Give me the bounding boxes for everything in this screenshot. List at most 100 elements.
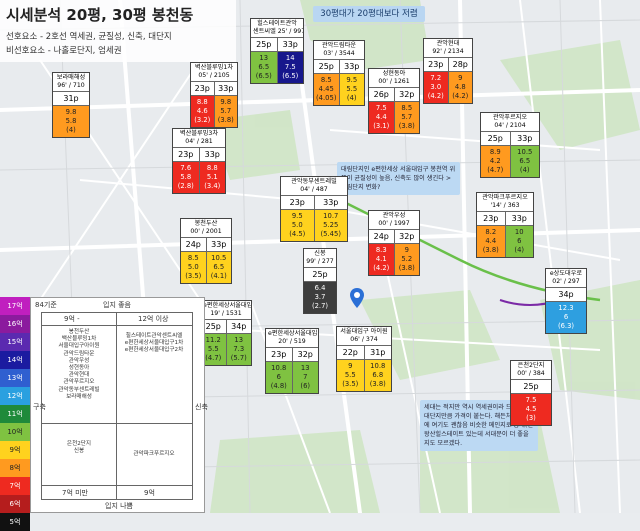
card-title: 봉천두산 [194,220,218,227]
summary-banner: 30평대가 20평대보다 저렴 [313,6,425,22]
card-price-cell: 13 6.5 (6.5) [251,52,278,83]
card-price-value: 5.8 [65,117,77,125]
card-price-value: (3.8) [398,264,415,272]
apartment-card-byeoksan[interactable]: 봉천두산 00' / 2001 24p 33p 8.5 5.0 (3.5) 10.5 6.5 (4… [180,218,232,284]
card-subtitle: 96' / 710 [57,82,85,89]
apartment-card-epyeon1[interactable]: e편한세상서울대입 19' / 1531 25p 34p 11.2 5.5 (4.7) 13 7… [200,300,252,366]
card-price-value: 13 [259,54,269,62]
card-body-row: 8.8 4.6 (3.2) 9.8 5.7 (3.8) [191,96,237,127]
apartment-card-woosung[interactable]: 관악우성 00' / 1997 24p 32p 8.3 4.1 (4.2) 9 5.2 (3.8) [368,210,420,276]
legend-step: 14억 [0,351,30,369]
card-price-value: 7.3 [233,345,245,353]
card-price-value: (3.2) [194,116,211,124]
card-price-value: 5.7 [401,113,413,121]
card-name: 관악현대 92' / 2134 [424,39,472,58]
card-price-value: (4.7) [487,166,504,174]
apartment-card-epyeon2[interactable]: e편한세상서울대입 20' / 519 23p 32p 10.8 6 (4.8) 13 7 (6) [265,328,319,394]
card-price-value: (5.45) [320,230,341,238]
card-price-value: 9.5 [346,76,358,84]
card-price-cell: 7.2 3.0 (4.2) [424,72,449,103]
card-header-row: 25p [304,268,336,282]
card-price-value: (4) [66,126,76,134]
apartment-card-hillstate[interactable]: 힐스테이트관악 센트씨엘 25' / 997 25p 33p 13 6.5 (6.5) 14 7… [250,18,304,84]
card-title: 관악푸르지오 [492,114,528,121]
card-price-cell: 10.7 5.25 (5.45) [314,210,347,241]
apartment-card-boramae[interactable]: 보라매해성 96' / 710 31p 9.8 5.8 (4) [52,72,90,138]
quad-row-top-right: 12억 이상 [138,315,169,323]
card-body-row: 9 5.5 (3.5) 10.8 6.8 (3.8) [337,360,391,391]
card-size-label: 33p [511,214,527,223]
card-size-label: 28p [452,60,468,69]
header-panel: 시세분석 20평, 30평 봉천동 선호요소 - 2호선 역세권, 균질성, 신… [0,0,236,62]
apartment-card-hyundai[interactable]: 관악현대 92' / 2134 23p 28p 7.2 3.0 (4.2) 9 4.8 (4.2) [423,38,473,104]
card-title: e상도대우로 [549,270,583,277]
apartment-card-seongheon[interactable]: 성현동아 00' / 1261 26p 32p 7.5 4.4 (3.1) 8.5 5.7 (3.… [368,68,420,134]
apartment-card-cheongnim[interactable]: 은천2단지 00' / 384 25p 7.5 4.5 (3) [510,360,552,426]
card-price-value: 8.5 [401,104,413,112]
quad-list-item: 관악현대 [68,372,90,379]
card-size-label: 23p [424,58,449,71]
legend-step: 15억 [0,333,30,351]
apartment-card-prugio[interactable]: 관악푸르지오 04' / 2104 25p 33p 8.9 4.2 (4.7) 10.5 6.5… [480,112,540,178]
card-name: 벽산블루밍3차 04' / 281 [173,129,225,148]
card-price-value: (2.8) [177,182,194,190]
apartment-card-snu[interactable]: e상도대우로 02' / 297 34p 12.3 6 (6.3) [545,268,587,334]
card-price-value: (4.1) [210,272,227,280]
location-pin-icon[interactable] [350,288,364,308]
card-price-value: 4.2 [489,157,501,165]
card-subtitle: 06' / 374 [350,336,378,343]
card-size-label: 23p [173,148,200,161]
quad-list-top-left: 봉천두산 백산블루밍1차 서울대입구아이원 관악드림타운 관악우성 성현동아 관악현대 관악푸… [44,329,114,401]
legend-step: 17억 [0,297,30,315]
quad-list-bot-right: 관악파크푸르지오 [118,451,190,458]
apartment-card-prugio2[interactable]: 관악파크푸르지오 '14' / 363 23p 33p 8.2 4.4 (3.8) 10 6 (4… [476,192,534,258]
card-size-label: 23p [191,82,215,95]
apartment-card-centerville[interactable]: 관악동부센트레빌 04' / 487 23p 33p 9.5 5.0 (4.5) 10.7 5.… [280,176,348,242]
card-price-value: 10.8 [271,364,287,372]
card-price-value: 11.2 [205,336,221,344]
card-title: 관악현대 [436,40,460,47]
card-price-cell: 7.5 4.5 (3) [511,394,551,425]
card-price-value: 8.2 [485,228,497,236]
card-price-value: 8.8 [196,98,208,106]
card-subtitle: 00' / 384 [517,370,545,377]
card-price-value: 3.7 [314,293,326,301]
card-subtitle: 04' / 2104 [494,122,526,129]
card-price-value: 6 [517,237,522,245]
apartment-card-seoulip[interactable]: 서울대입구 아이원 06' / 374 22p 31p 9 5.5 (3.5) 10.8 6.8… [336,326,392,392]
card-price-value: 7 [303,373,308,381]
card-size-label: 34p [558,290,574,299]
card-header-row: 25p 33p [314,60,364,74]
card-price-cell: 8.8 5.1 (3.4) [199,162,225,193]
apartment-card-sinbong[interactable]: 신봉 99' / 277 25p 6.4 3.7 (2.7) [303,248,337,314]
card-price-cell: 10.8 6.8 (3.8) [364,360,391,391]
quad-left-label: 구축 [33,403,46,411]
quad-top-label: 입지 좋음 [103,301,131,309]
card-subtitle: 04' / 281 [185,138,213,145]
card-body-row: 10.8 6 (4.8) 13 7 (6) [266,362,318,393]
apartment-card-baeksan1[interactable]: 벽산블루밍1차 05' / 2105 23p 33p 8.8 4.6 (3.2) 9.8 5.7… [190,62,238,128]
apartment-card-baeksan3[interactable]: 벽산블루밍3차 04' / 281 23p 33p 7.6 5.8 (2.8) 8.8 5.1(… [172,128,226,194]
card-body-row: 11.2 5.5 (4.7) 13 7.3 (5.7) [201,334,251,365]
card-title: 관악동부센트레빌 [291,178,337,185]
card-price-value: 7.6 [180,164,192,172]
quad-list-bot-left: 은천2단지 신봉 [44,441,114,455]
card-price-cell: 11.2 5.5 (4.7) [201,334,227,365]
card-price-cell: 13 7.3 (5.7) [226,334,251,365]
card-price-value: (3.5) [342,380,359,388]
card-header-row: 24p 32p [369,230,419,244]
card-price-value: (3.8) [482,246,499,254]
card-price-value: 4.4 [375,113,387,121]
card-body-row: 7.5 4.4 (3.1) 8.5 5.7 (3.8) [369,102,419,133]
card-price-value: 7.5 [525,396,537,404]
quad-list-item: 성현동아 [68,365,90,372]
card-price-value: 4.6 [196,107,208,115]
quad-list-item: 관악동부센트레빌 [58,386,100,393]
apartment-card-drimtown[interactable]: 관악드림타운 03' / 3544 25p 33p 8.5 4.45 (4.05) 9.5 5.… [313,40,365,106]
card-body-row: 8.5 5.0 (3.5) 10.5 6.5 (4.1) [181,252,231,283]
card-title: 힐스테이트관악 [257,20,297,27]
card-price-value: (3.4) [204,182,221,190]
card-size-label: 26p [369,88,395,101]
card-price-cell: 9 5.5 (3.5) [337,360,365,391]
card-name: e편한세상서울대입 19' / 1531 [201,301,251,320]
